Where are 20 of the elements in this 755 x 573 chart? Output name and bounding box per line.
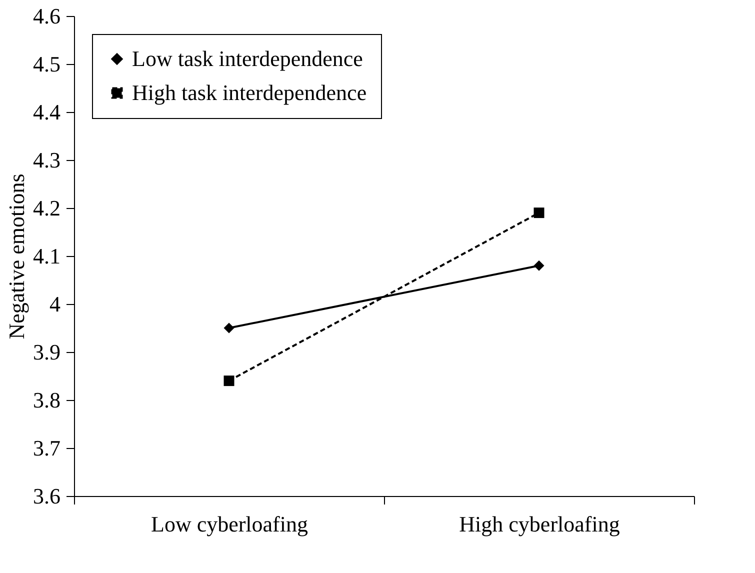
- y-tick-label: 4.5: [33, 52, 60, 76]
- point: [224, 376, 234, 386]
- y-tick-label: 3.8: [33, 388, 60, 412]
- legend-label: High task interdependence: [132, 80, 367, 105]
- y-tick-label: 4.3: [33, 148, 60, 172]
- y-tick-label: 3.7: [33, 436, 60, 460]
- y-tick-label: 4.4: [33, 100, 60, 124]
- y-tick-label: 4.6: [33, 4, 60, 28]
- point: [534, 260, 544, 271]
- point: [224, 322, 234, 334]
- x-tick-label: Low cyberloafing: [151, 512, 308, 536]
- y-tick-label: 4.1: [33, 244, 60, 268]
- point: [534, 208, 544, 218]
- y-tick-label: 3.9: [33, 340, 60, 364]
- x-tick-label: High cyberloafing: [459, 512, 620, 536]
- y-tick-label: 4.2: [33, 196, 60, 220]
- legend-label: Low task interdependence: [132, 46, 363, 71]
- y-tick-label: 3.6: [33, 484, 60, 508]
- y-axis-title: Negative emotions: [4, 174, 29, 340]
- y-tick-label: 4: [50, 292, 60, 316]
